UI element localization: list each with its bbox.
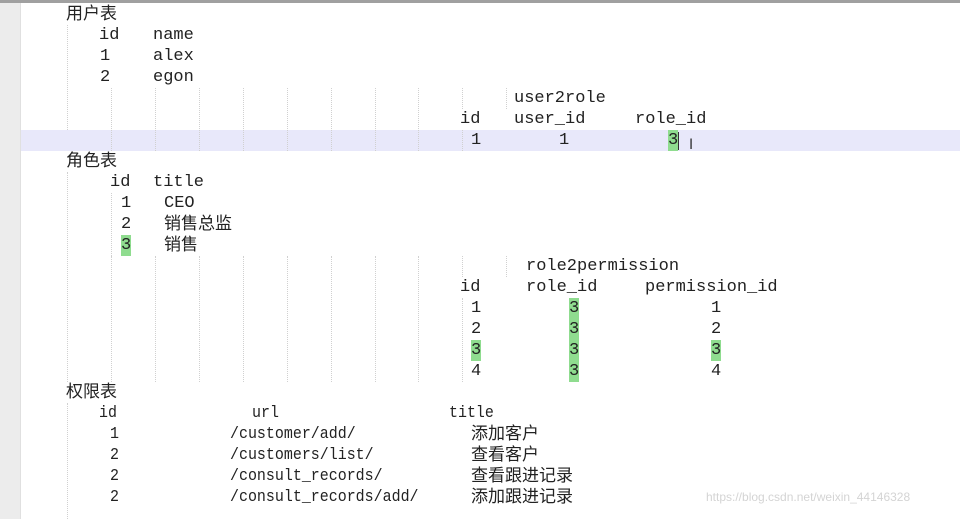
- r2p-row-id: 3: [471, 340, 482, 361]
- perm-row-url: /consult_records/add/: [230, 488, 419, 507]
- r2p-row-id: 1: [471, 299, 482, 318]
- permission-header-title: title: [449, 404, 494, 423]
- r2p-row-role-id: 3: [569, 298, 580, 319]
- line-number-gutter: [0, 3, 21, 519]
- window-top-border: [0, 0, 960, 3]
- perm-row-title: 查看客户: [471, 445, 539, 465]
- perm-row-url: /customer/add/: [230, 425, 356, 444]
- r2p-row-permission-id: 3: [711, 340, 722, 361]
- user2role-header-user-id: user_id: [514, 110, 586, 129]
- user-header-id: id: [99, 26, 120, 45]
- role-header-title: title: [153, 173, 205, 192]
- role2permission-header-permission-id: permission_id: [645, 278, 778, 297]
- user-row-name: egon: [153, 68, 194, 87]
- user2role-title: user2role: [514, 89, 606, 108]
- r2p-row-permission-id: 1: [711, 299, 722, 318]
- role2permission-header-id: id: [460, 278, 481, 297]
- user-table-title: 用户表: [66, 4, 117, 24]
- perm-row-id: 2: [110, 467, 119, 486]
- role-table-title: 角色表: [66, 151, 117, 171]
- role-header-id: id: [110, 173, 131, 192]
- user2role-header-id: id: [460, 110, 481, 129]
- ibeam-cursor-icon: I: [689, 137, 694, 153]
- permission-header-url: url: [252, 404, 279, 423]
- role-row-id: 1: [121, 194, 132, 213]
- r2p-row-role-id: 3: [569, 361, 580, 382]
- user2role-row-id: 1: [471, 131, 482, 150]
- role-row-title: 销售总监: [164, 214, 232, 234]
- watermark: https://blog.csdn.net/weixin_44146328: [706, 490, 911, 504]
- user-row-id: 1: [100, 47, 111, 66]
- role2permission-title: role2permission: [526, 257, 680, 276]
- role2permission-header-role-id: role_id: [526, 278, 598, 297]
- r2p-row-id: 4: [471, 362, 482, 381]
- user2role-row-user-id: 1: [559, 131, 570, 150]
- permission-header-id: id: [99, 404, 117, 423]
- perm-row-title: 添加跟进记录: [471, 487, 573, 507]
- perm-row-url: /consult_records/: [230, 467, 383, 486]
- role-row-id: 2: [121, 215, 132, 234]
- role-row-title: CEO: [164, 194, 195, 213]
- perm-row-title: 添加客户: [471, 424, 539, 444]
- perm-row-url: /customers/list/: [230, 446, 374, 465]
- user2role-row-role-id: 3: [668, 130, 679, 151]
- r2p-row-role-id: 3: [569, 340, 580, 361]
- perm-row-id: 2: [110, 446, 119, 465]
- user-row-name: alex: [153, 47, 194, 66]
- permission-table-title: 权限表: [66, 382, 117, 402]
- user-header-name: name: [153, 26, 194, 45]
- perm-row-title: 查看跟进记录: [471, 466, 573, 486]
- r2p-row-id: 2: [471, 320, 482, 339]
- user-row-id: 2: [100, 68, 111, 87]
- current-line-highlight: [21, 130, 960, 151]
- perm-row-id: 2: [110, 488, 119, 507]
- r2p-row-permission-id: 4: [711, 362, 722, 381]
- user2role-header-role-id: role_id: [635, 110, 707, 129]
- role-row-title: 销售: [164, 235, 198, 255]
- text-cursor: [678, 132, 679, 150]
- r2p-row-permission-id: 2: [711, 320, 722, 339]
- perm-row-id: 1: [110, 425, 119, 444]
- role-row-id: 3: [121, 235, 132, 256]
- r2p-row-role-id: 3: [569, 319, 580, 340]
